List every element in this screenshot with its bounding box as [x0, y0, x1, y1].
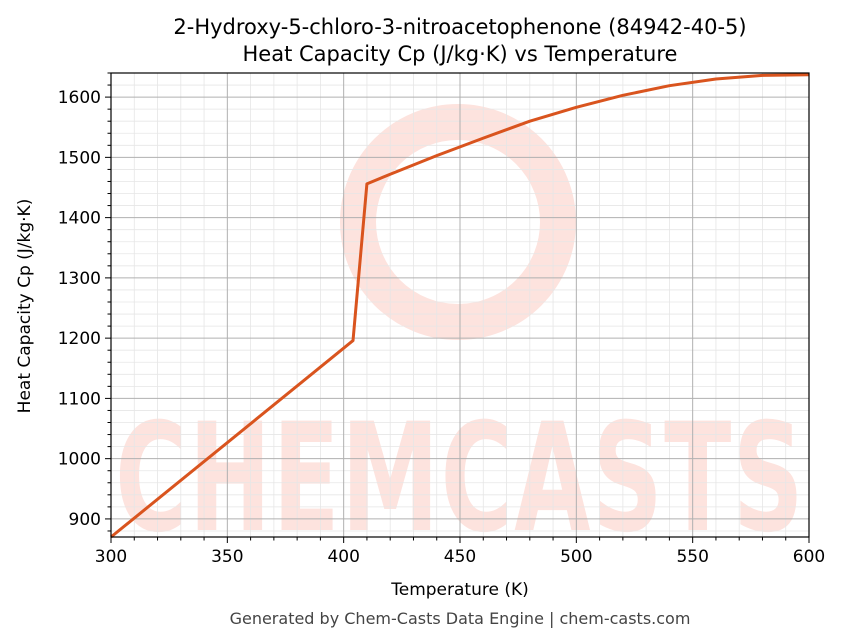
y-tick-label: 1000: [58, 450, 101, 470]
tick-labels: 300 350 400 450 500 550 600 900 1000 1100 1200 1300…: [58, 88, 825, 567]
series-line-1: [110, 73, 810, 539]
y-tick-label: 1100: [58, 389, 101, 409]
x-tick-label: 350: [211, 547, 243, 567]
chart-title-line1: 2-Hydroxy-5-chloro-3-nitroacetophenone (…: [173, 15, 746, 39]
x-tick-label: 500: [560, 547, 592, 567]
x-axis-label: Temperature (K): [390, 580, 529, 600]
y-tick-label: 1400: [58, 209, 101, 229]
y-tick-label: 1300: [58, 269, 101, 289]
chart-title-line2: Heat Capacity Cp (J/kg·K) vs Temperature: [243, 42, 678, 66]
x-tick-label: 400: [327, 547, 359, 567]
x-tick-label: 600: [793, 547, 825, 567]
watermark-logo-icon: [340, 104, 576, 340]
x-tick-label: 450: [444, 547, 476, 567]
x-tick-label: 550: [676, 547, 708, 567]
y-tick-label: 1200: [58, 329, 101, 349]
footer-credit: Generated by Chem-Casts Data Engine | ch…: [230, 609, 691, 628]
y-tick-label: 1600: [58, 88, 101, 108]
axes: [105, 72, 810, 543]
y-tick-label: 1500: [58, 148, 101, 168]
series-layer: [110, 73, 810, 539]
y-tick-label: 900: [69, 510, 101, 530]
y-axis-label: Heat Capacity Cp (J/kg·K): [15, 199, 35, 414]
x-tick-label: 300: [95, 547, 127, 567]
